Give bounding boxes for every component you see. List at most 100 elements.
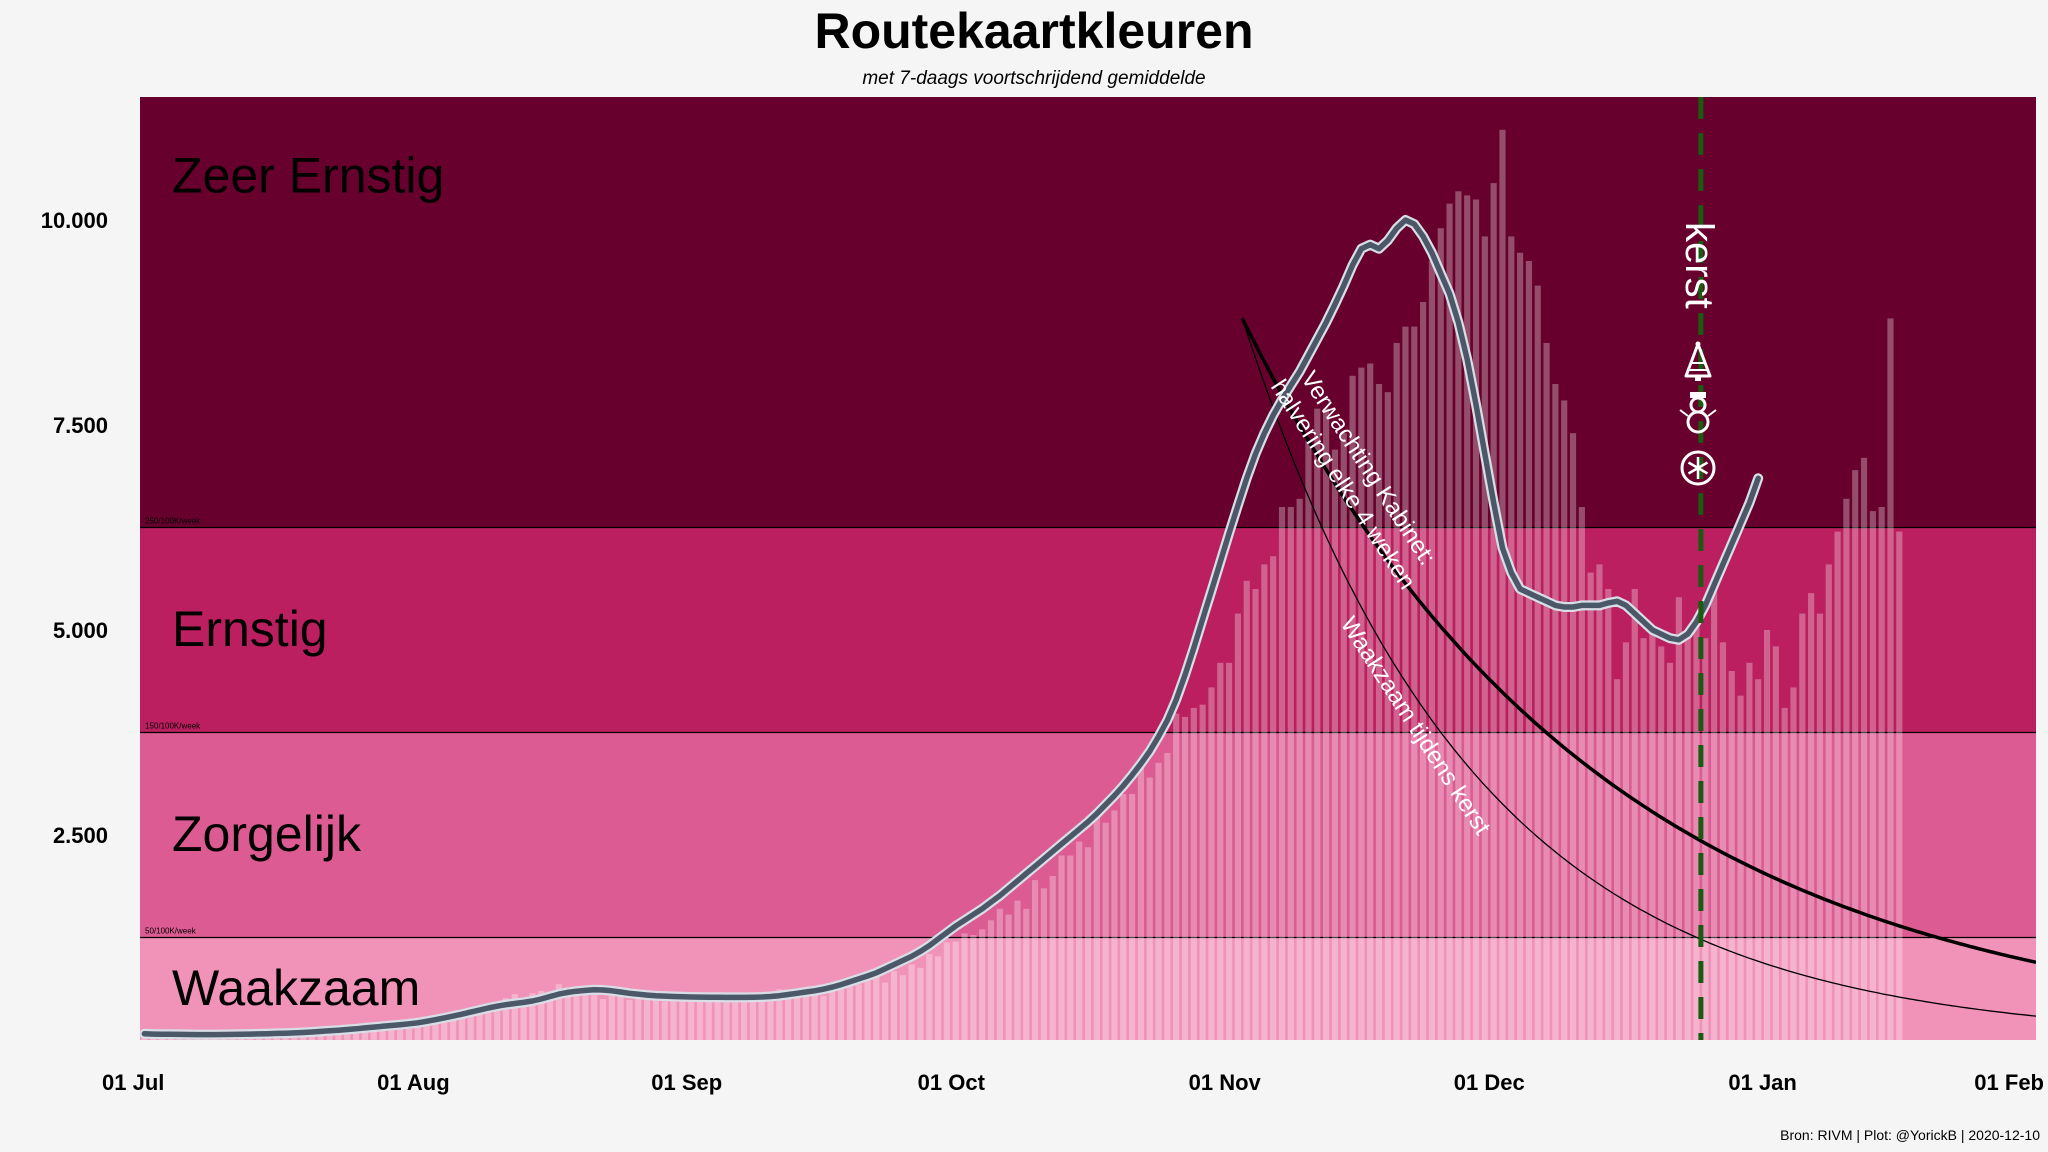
bar (485, 1003, 492, 1040)
bar (1755, 679, 1762, 1040)
bar (414, 1017, 421, 1040)
bar (370, 1026, 377, 1040)
bar (1270, 556, 1277, 1040)
zone-threshold-label-2: 150/100K/week (145, 722, 201, 731)
bar (1040, 888, 1047, 1040)
bar (758, 999, 765, 1040)
projection-line-1 (1241, 318, 2036, 1017)
bar (361, 1027, 368, 1040)
zone-threshold-label-1: 50/100K/week (145, 927, 197, 936)
bar (1296, 498, 1303, 1040)
bar (829, 989, 836, 1040)
bar (1287, 507, 1294, 1040)
bar (1252, 589, 1259, 1040)
y-tick-label: 10.000 (41, 208, 108, 233)
bar (1887, 318, 1894, 1040)
bar (494, 1006, 501, 1040)
bar (882, 982, 889, 1040)
bar (1578, 507, 1585, 1040)
bar (890, 971, 898, 1040)
bar (1508, 236, 1515, 1040)
zone-band-0 (140, 937, 2036, 1040)
bar (397, 1024, 404, 1040)
bar (352, 1030, 360, 1040)
bar (1358, 367, 1365, 1041)
projection-lines (1240, 317, 2036, 1017)
zone-band-3 (140, 97, 2036, 528)
bar (1129, 794, 1136, 1040)
bar (1869, 511, 1876, 1041)
bar (873, 975, 880, 1040)
bar (1023, 908, 1030, 1040)
bar (1702, 638, 1709, 1040)
x-tick-label: 01 Oct (918, 1070, 986, 1095)
bar (837, 989, 845, 1040)
bar (467, 1007, 474, 1040)
bar (785, 990, 792, 1040)
bar (1534, 285, 1541, 1041)
x-tick-label: 01 Dec (1454, 1070, 1525, 1095)
bar (1860, 457, 1868, 1040)
bar (714, 995, 721, 1040)
bar (1199, 704, 1206, 1040)
bar (1014, 900, 1021, 1040)
bar (1825, 564, 1832, 1040)
bar (1834, 531, 1841, 1040)
bar (617, 994, 624, 1040)
bar (1614, 679, 1621, 1040)
bar (344, 1030, 351, 1040)
x-axis: 01 Jul 01 Aug 01 Sep 01 Oct 01 Nov 01 Dec 01 J… (102, 1070, 2044, 1095)
bar (943, 942, 950, 1040)
bar (1852, 470, 1859, 1041)
rolling-average-line (139, 215, 1764, 1040)
bar (1464, 195, 1471, 1040)
bar (1402, 326, 1409, 1041)
bar (1181, 716, 1189, 1040)
bar (1375, 384, 1383, 1040)
bar (379, 1028, 386, 1040)
bar (1032, 880, 1039, 1040)
bar (476, 1011, 483, 1040)
bar (652, 998, 659, 1040)
bar (1490, 183, 1497, 1041)
bar (1173, 713, 1180, 1040)
bar (1640, 638, 1647, 1040)
x-tick-label: 01 Aug (377, 1070, 450, 1095)
bar (1790, 687, 1797, 1040)
chart-subtitle: met 7-daags voortschrijdend gemiddelde (862, 68, 1205, 89)
bar (1772, 646, 1779, 1040)
bar (908, 964, 915, 1040)
bar (511, 994, 518, 1040)
bar (793, 994, 801, 1040)
bar (1781, 707, 1788, 1040)
bar (1331, 449, 1339, 1041)
bar (670, 997, 677, 1040)
bar (1384, 392, 1391, 1040)
bar (767, 998, 774, 1040)
bar (458, 1011, 465, 1040)
bar (1622, 642, 1630, 1040)
bar (1816, 613, 1824, 1040)
bar (388, 1025, 395, 1040)
bar (1799, 613, 1806, 1040)
bar (820, 995, 827, 1040)
bar (1076, 841, 1083, 1040)
bar (449, 1013, 457, 1040)
bar (608, 987, 615, 1040)
bar (1349, 375, 1356, 1040)
bar (1243, 580, 1250, 1040)
bar (1190, 707, 1197, 1040)
bar (1552, 384, 1559, 1040)
bar (1208, 687, 1215, 1040)
bar (970, 935, 977, 1040)
bar (1763, 630, 1771, 1040)
bar (732, 999, 739, 1040)
bar (1137, 765, 1144, 1040)
zone-label-0: Waakzaam (172, 960, 420, 1016)
bar (934, 956, 942, 1040)
bar (952, 941, 959, 1040)
bar (1896, 531, 1903, 1040)
bar (1587, 572, 1594, 1040)
bar (1746, 662, 1753, 1040)
bar (1446, 203, 1453, 1041)
